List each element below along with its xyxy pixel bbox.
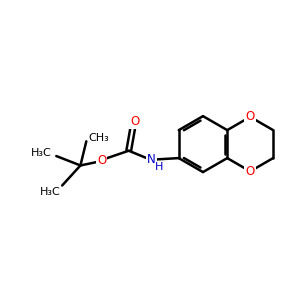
Text: CH₃: CH₃ — [88, 134, 109, 143]
Text: N: N — [147, 153, 156, 166]
Text: O: O — [130, 115, 139, 128]
Text: O: O — [245, 165, 255, 178]
Text: H: H — [155, 162, 163, 172]
Text: O: O — [97, 154, 106, 167]
Text: H₃C: H₃C — [39, 187, 60, 197]
Text: H₃C: H₃C — [31, 148, 52, 158]
Text: O: O — [245, 110, 255, 123]
